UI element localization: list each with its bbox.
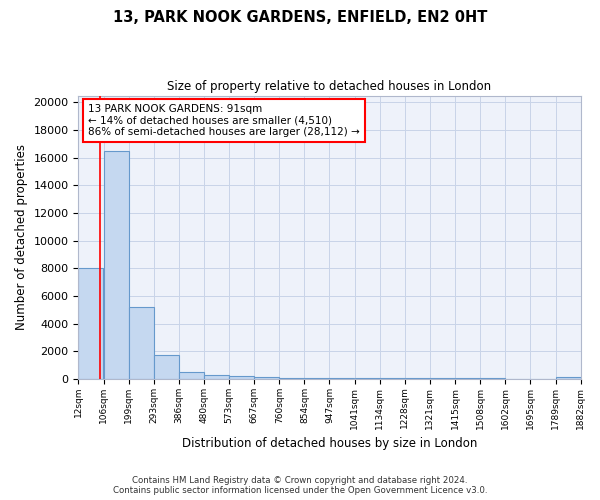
- X-axis label: Distribution of detached houses by size in London: Distribution of detached houses by size …: [182, 437, 477, 450]
- Bar: [430, 378, 455, 379]
- Bar: [355, 378, 380, 379]
- Bar: [556, 377, 581, 379]
- Text: 13 PARK NOOK GARDENS: 91sqm
← 14% of detached houses are smaller (4,510)
86% of : 13 PARK NOOK GARDENS: 91sqm ← 14% of det…: [88, 104, 360, 138]
- Bar: [405, 378, 430, 379]
- Text: Contains HM Land Registry data © Crown copyright and database right 2024.
Contai: Contains HM Land Registry data © Crown c…: [113, 476, 487, 495]
- Bar: [104, 151, 128, 379]
- Bar: [79, 268, 103, 379]
- Bar: [304, 378, 329, 379]
- Bar: [154, 354, 179, 379]
- Bar: [329, 378, 355, 379]
- Text: 13, PARK NOOK GARDENS, ENFIELD, EN2 0HT: 13, PARK NOOK GARDENS, ENFIELD, EN2 0HT: [113, 10, 487, 25]
- Bar: [179, 372, 204, 379]
- Bar: [229, 376, 254, 379]
- Y-axis label: Number of detached properties: Number of detached properties: [15, 144, 28, 330]
- Bar: [128, 307, 154, 379]
- Bar: [279, 378, 304, 379]
- Bar: [380, 378, 404, 379]
- Title: Size of property relative to detached houses in London: Size of property relative to detached ho…: [167, 80, 491, 93]
- Bar: [204, 375, 229, 379]
- Bar: [254, 377, 279, 379]
